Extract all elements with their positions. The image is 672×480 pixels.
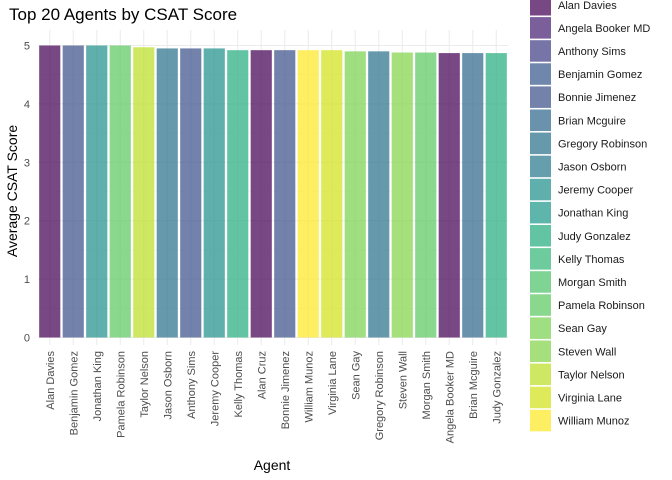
x-tick-label: Benjamin Gomez bbox=[68, 351, 80, 435]
x-tick-label: Gregory Robinson bbox=[374, 351, 386, 440]
x-tick-label: Judy Gonzalez bbox=[491, 351, 503, 424]
legend-swatch bbox=[530, 109, 551, 131]
legend-swatch bbox=[530, 201, 551, 224]
legend-swatch bbox=[530, 40, 551, 62]
legend-swatch bbox=[530, 225, 551, 247]
x-tick-label: Virginia Lane bbox=[327, 351, 339, 415]
legend-label: Bonnie Jimenez bbox=[558, 92, 636, 104]
legend-label: Alan Davies bbox=[558, 0, 617, 12]
y-tick-label: 0 bbox=[24, 333, 30, 345]
x-tick-label: Alan Cruz bbox=[256, 351, 268, 399]
bar bbox=[86, 45, 108, 338]
y-tick-label: 2 bbox=[24, 216, 30, 228]
bar bbox=[203, 48, 225, 338]
legend-label: Morgan Smith bbox=[558, 277, 626, 289]
x-tick-label: Anthony Sims bbox=[186, 351, 198, 419]
chart-title: Top 20 Agents by CSAT Score bbox=[9, 5, 237, 24]
bar bbox=[156, 48, 178, 338]
x-tick-label: Brian Mcguire bbox=[468, 351, 480, 419]
bar bbox=[250, 50, 272, 338]
legend-label: Brian Mcguire bbox=[558, 115, 626, 127]
x-tick-label: Taylor Nelson bbox=[139, 351, 151, 418]
bar bbox=[133, 47, 155, 338]
legend-label: Sean Gay bbox=[558, 323, 607, 335]
x-tick-labels: Alan Davies Benjamin Gomez Jonathan King Pa… bbox=[45, 351, 504, 444]
bar bbox=[391, 52, 413, 338]
x-tick-label: Jonathan King bbox=[92, 351, 104, 421]
legend-swatch bbox=[530, 86, 551, 108]
x-tick-label: Kelly Thomas bbox=[233, 351, 245, 418]
bar bbox=[321, 50, 343, 338]
bar bbox=[297, 50, 319, 338]
legend-swatch bbox=[530, 294, 551, 316]
legend-swatch bbox=[530, 363, 551, 386]
x-tick-label: Bonnie Jimenez bbox=[280, 351, 292, 429]
x-tick-label: Pamela Robinson bbox=[115, 351, 127, 438]
bar bbox=[438, 53, 460, 338]
bar bbox=[368, 51, 390, 338]
bar bbox=[274, 50, 296, 338]
x-tick-label: Angela Booker MD bbox=[444, 351, 456, 443]
bar bbox=[485, 53, 507, 338]
legend-label: Pamela Robinson bbox=[558, 300, 645, 312]
legend-swatch bbox=[530, 248, 551, 270]
legend-label: Virginia Lane bbox=[558, 392, 622, 404]
legend-label: Kelly Thomas bbox=[558, 254, 625, 266]
bar bbox=[227, 50, 249, 338]
x-tick-label: Jason Osborn bbox=[162, 351, 174, 419]
bar bbox=[180, 48, 202, 338]
legend-label: William Munoz bbox=[558, 416, 630, 428]
legend-swatch bbox=[530, 63, 551, 85]
legend-swatch bbox=[530, 271, 551, 293]
y-tick-label: 1 bbox=[24, 274, 30, 286]
legend-label: Steven Wall bbox=[558, 346, 616, 358]
bar bbox=[344, 51, 366, 338]
bar bbox=[109, 45, 131, 338]
x-tick-label: Steven Wall bbox=[397, 351, 409, 409]
legend-swatch bbox=[530, 0, 551, 16]
legend-label: Gregory Robinson bbox=[558, 138, 647, 150]
y-axis-label: Average CSAT Score bbox=[4, 125, 20, 258]
x-tick-label: Sean Gay bbox=[350, 351, 362, 400]
legend-label: Jeremy Cooper bbox=[558, 185, 634, 197]
legend-swatch bbox=[530, 178, 551, 201]
legend-swatch bbox=[530, 317, 551, 339]
bar bbox=[415, 52, 437, 338]
bar bbox=[462, 53, 484, 338]
legend-swatch bbox=[530, 409, 551, 432]
legend: Alan Davies Angela Booker MD Anthony Sims B… bbox=[530, 0, 650, 432]
legend-label: Judy Gonzalez bbox=[558, 231, 631, 243]
y-tick-label: 4 bbox=[24, 99, 30, 111]
legend-label: Taylor Nelson bbox=[558, 369, 625, 381]
y-tick-label: 3 bbox=[24, 157, 30, 169]
legend-label: Angela Booker MD bbox=[558, 23, 650, 35]
legend-label: Jason Osborn bbox=[558, 161, 626, 173]
x-tick-label: Morgan Smith bbox=[421, 351, 433, 419]
y-tick-label: 5 bbox=[24, 41, 30, 53]
x-axis-label: Agent bbox=[254, 457, 291, 473]
bars bbox=[39, 45, 507, 338]
bar bbox=[39, 45, 61, 338]
legend-label: Jonathan King bbox=[558, 208, 628, 220]
x-tick-label: William Munoz bbox=[303, 351, 315, 423]
legend-swatch bbox=[530, 155, 551, 178]
legend-swatch bbox=[530, 132, 551, 155]
y-tick-labels: 0 1 2 3 4 5 bbox=[24, 41, 30, 345]
legend-label: Benjamin Gomez bbox=[558, 69, 642, 81]
legend-swatch bbox=[530, 386, 551, 409]
bar bbox=[62, 45, 84, 338]
x-tick-label: Alan Davies bbox=[45, 351, 57, 410]
legend-swatch bbox=[530, 17, 551, 39]
legend-label: Anthony Sims bbox=[558, 46, 626, 58]
x-tick-label: Jeremy Cooper bbox=[209, 351, 221, 427]
legend-swatch bbox=[530, 340, 551, 362]
